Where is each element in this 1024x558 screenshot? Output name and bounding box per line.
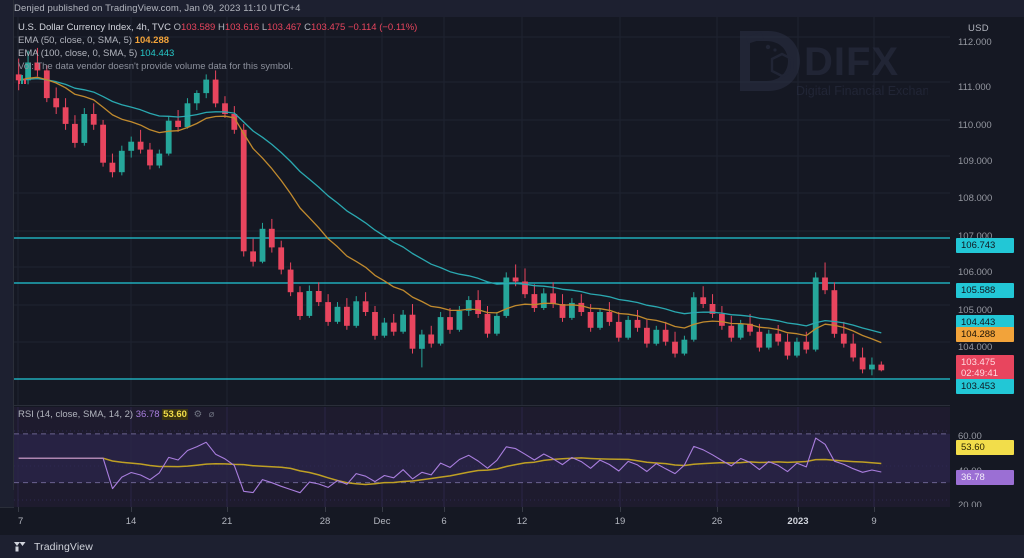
price-badge: 104.443: [956, 315, 1014, 330]
tradingview-logo[interactable]: TradingView: [14, 541, 93, 553]
legend-c-key: C: [304, 22, 311, 33]
left-gutter: [0, 17, 14, 507]
difx-watermark: DIFX Digital Financial Exchange: [738, 25, 928, 99]
price-badge: 103.453: [956, 379, 1014, 394]
legend-ema50-value: 104.288: [134, 35, 170, 46]
time-tick-label: 14: [125, 516, 137, 527]
time-tick: [325, 507, 326, 512]
price-tick-label: 105.000: [958, 305, 993, 316]
tradingview-mark-icon: [14, 542, 29, 552]
legend-ema100-value: 104.443: [139, 48, 175, 59]
time-tick-label: 12: [516, 516, 528, 527]
legend-volume-note: Vol: The data vendor doesn't provide vol…: [18, 61, 294, 72]
legend-o-key: O: [173, 22, 181, 33]
price-badge: 103.475 02:49:41: [956, 355, 1014, 381]
price-tick-label: 111.000: [958, 82, 991, 93]
price-tick-label: 108.000: [958, 193, 993, 204]
time-tick-label: 26: [711, 516, 723, 527]
attribution-bar: Denjed published on TradingView.com, Jan…: [0, 0, 1024, 17]
legend-h-key: H: [217, 22, 225, 33]
legend-h-value: 103.616: [224, 22, 260, 33]
rsi-badge: 53.60: [956, 440, 1014, 455]
countdown-text: 02:49:41: [961, 368, 998, 379]
price-badge: 106.743: [956, 238, 1014, 253]
time-tick-label: 2023: [787, 516, 809, 527]
legend-ema50-label: EMA (50, close, 0, SMA, 5): [18, 35, 133, 46]
rsi-badge: 36.78: [956, 470, 1014, 485]
rsi-pane[interactable]: RSI (14, close, SMA, 14, 2) 36.78 53.60 …: [14, 407, 950, 507]
price-scale[interactable]: USD 112.000 111.000 110.000 109.000 108.000 1…: [950, 17, 1024, 511]
time-tick-label: 28: [319, 516, 331, 527]
price-tick-label: 107.000: [958, 231, 993, 242]
legend-ema100-row: EMA (100, close, 0, SMA, 5) 104.443: [18, 47, 417, 60]
price-tick-label: 104.000: [958, 342, 993, 353]
time-tick-label: Dec: [373, 516, 391, 527]
time-tick: [227, 507, 228, 512]
time-tick: [18, 507, 19, 512]
time-tick-label: 19: [614, 516, 626, 527]
time-tick: [798, 507, 799, 512]
time-tick: [717, 507, 718, 512]
legend-l-key: L: [261, 22, 268, 33]
time-tick: [522, 507, 523, 512]
price-tick-label: 112.000: [958, 37, 992, 48]
price-tick-label: 110.000: [958, 120, 992, 131]
legend-symbol-row: U.S. Dollar Currency Index, 4h, TVC O103…: [18, 21, 417, 34]
time-tick-label: 6: [441, 516, 447, 527]
time-tick: [131, 507, 132, 512]
volume-icon: [18, 74, 417, 87]
time-tick-label: 21: [221, 516, 233, 527]
time-tick: [874, 507, 875, 512]
legend-c-value: 103.475: [310, 22, 346, 33]
tradingview-brand: TradingView: [34, 541, 93, 553]
pane-separator[interactable]: [14, 405, 950, 406]
price-badge: 105.588: [956, 283, 1014, 298]
price-chart-svg: [14, 17, 950, 405]
legend-symbol: U.S. Dollar Currency Index, 4h, TVC: [18, 22, 171, 33]
time-scale[interactable]: 7142128Dec6121926202391: [14, 507, 961, 535]
plot-area[interactable]: DIFX Digital Financial Exchange U.S. Dol…: [14, 17, 950, 507]
rsi-legend: RSI (14, close, SMA, 14, 2) 36.78 53.60 …: [18, 409, 216, 421]
watermark-tagline: Digital Financial Exchange: [796, 84, 928, 98]
legend-change: −0.114 (−0.11%): [347, 22, 418, 33]
price-tick-label: 106.000: [958, 267, 993, 278]
time-scale-corner: [950, 507, 1024, 535]
legend-ema100-label: EMA (100, close, 0, SMA, 5): [18, 48, 138, 59]
rsi-legend-label: RSI (14, close, SMA, 14, 2): [18, 409, 134, 420]
price-scale-unit: USD: [968, 23, 989, 34]
time-tick: [620, 507, 621, 512]
rsi-chart-svg: [14, 407, 950, 507]
svg-text:DIFX: DIFX: [804, 40, 899, 84]
legend-o-value: 103.589: [180, 22, 216, 33]
legend-ema50-row: EMA (50, close, 0, SMA, 5) 104.288: [18, 34, 417, 47]
price-legend: U.S. Dollar Currency Index, 4h, TVC O103…: [18, 21, 417, 87]
price-pane[interactable]: U.S. Dollar Currency Index, 4h, TVC O103…: [14, 17, 950, 405]
rsi-legend-sma-value: 53.60: [162, 409, 188, 420]
legend-l-value: 103.467: [267, 22, 302, 33]
time-tick-label: 7: [18, 516, 24, 527]
price-tick-label: 109.000: [958, 156, 993, 167]
rsi-legend-value: 36.78: [135, 409, 160, 420]
time-tick: [382, 507, 383, 512]
rsi-tick-label: 20.00: [958, 500, 982, 511]
rsi-tick-label: 60.00: [958, 431, 982, 442]
gear-icon[interactable]: ⚙ ⌀: [193, 409, 217, 420]
left-gutter-divider: [13, 0, 14, 490]
price-badge: 104.288: [956, 327, 1014, 342]
footer-bar: TradingView: [0, 535, 1024, 558]
time-tick-label: 9: [871, 516, 877, 527]
time-tick: [444, 507, 445, 512]
